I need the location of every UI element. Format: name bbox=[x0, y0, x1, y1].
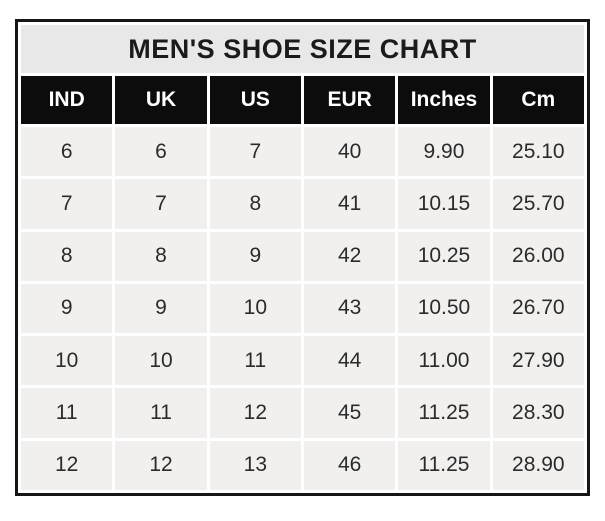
cell-eur: 45 bbox=[303, 388, 396, 438]
cell-eur: 44 bbox=[303, 336, 396, 386]
cell-us: 7 bbox=[209, 127, 301, 177]
cell-ind: 8 bbox=[21, 231, 113, 281]
cell-inches: 10.15 bbox=[398, 179, 490, 229]
cell-ind: 12 bbox=[21, 440, 113, 490]
cell-inches: 10.25 bbox=[398, 231, 490, 281]
cell-inches: 9.90 bbox=[398, 127, 490, 177]
cell-uk: 10 bbox=[115, 336, 207, 386]
cell-eur: 41 bbox=[303, 179, 396, 229]
table-row: 9 9 10 43 10.50 26.70 bbox=[21, 283, 584, 334]
cell-ind: 9 bbox=[21, 283, 113, 334]
cell-inches: 10.50 bbox=[398, 283, 490, 334]
table-row: 10 10 11 44 11.00 27.90 bbox=[21, 336, 584, 386]
cell-ind: 7 bbox=[21, 179, 113, 229]
cell-us: 11 bbox=[209, 336, 301, 386]
column-header-us: US bbox=[209, 76, 301, 124]
cell-cm: 25.70 bbox=[492, 179, 584, 229]
cell-cm: 28.90 bbox=[492, 440, 584, 490]
header-row: IND UK US EUR Inches Cm bbox=[21, 76, 584, 124]
cell-eur: 46 bbox=[303, 440, 396, 490]
cell-uk: 8 bbox=[115, 231, 207, 281]
cell-eur: 40 bbox=[303, 127, 396, 177]
table-title: MEN'S SHOE SIZE CHART bbox=[21, 25, 584, 73]
shoe-size-chart-table: MEN'S SHOE SIZE CHART IND UK US EUR Inch… bbox=[15, 19, 590, 496]
cell-cm: 27.90 bbox=[492, 336, 584, 386]
cell-uk: 6 bbox=[115, 127, 207, 177]
title-row: MEN'S SHOE SIZE CHART bbox=[21, 25, 584, 73]
cell-cm: 25.10 bbox=[492, 127, 584, 177]
cell-inches: 11.00 bbox=[398, 336, 490, 386]
cell-inches: 11.25 bbox=[398, 388, 490, 438]
table-row: 8 8 9 42 10.25 26.00 bbox=[21, 231, 584, 281]
cell-us: 12 bbox=[209, 388, 301, 438]
column-header-eur: EUR bbox=[303, 76, 396, 124]
cell-inches: 11.25 bbox=[398, 440, 490, 490]
cell-us: 8 bbox=[209, 179, 301, 229]
column-header-uk: UK bbox=[115, 76, 207, 124]
column-header-cm: Cm bbox=[492, 76, 584, 124]
table-row: 11 11 12 45 11.25 28.30 bbox=[21, 388, 584, 438]
column-header-inches: Inches bbox=[398, 76, 490, 124]
cell-uk: 11 bbox=[115, 388, 207, 438]
cell-uk: 9 bbox=[115, 283, 207, 334]
cell-cm: 28.30 bbox=[492, 388, 584, 438]
cell-us: 9 bbox=[209, 231, 301, 281]
cell-ind: 6 bbox=[21, 127, 113, 177]
cell-uk: 12 bbox=[115, 440, 207, 490]
cell-cm: 26.70 bbox=[492, 283, 584, 334]
cell-ind: 10 bbox=[21, 336, 113, 386]
cell-eur: 43 bbox=[303, 283, 396, 334]
cell-eur: 42 bbox=[303, 231, 396, 281]
table-row: 6 6 7 40 9.90 25.10 bbox=[21, 127, 584, 177]
table-row: 12 12 13 46 11.25 28.90 bbox=[21, 440, 584, 490]
cell-cm: 26.00 bbox=[492, 231, 584, 281]
cell-ind: 11 bbox=[21, 388, 113, 438]
cell-uk: 7 bbox=[115, 179, 207, 229]
table-row: 7 7 8 41 10.15 25.70 bbox=[21, 179, 584, 229]
size-chart-table: MEN'S SHOE SIZE CHART IND UK US EUR Inch… bbox=[18, 22, 587, 493]
cell-us: 10 bbox=[209, 283, 301, 334]
cell-us: 13 bbox=[209, 440, 301, 490]
column-header-ind: IND bbox=[21, 76, 113, 124]
